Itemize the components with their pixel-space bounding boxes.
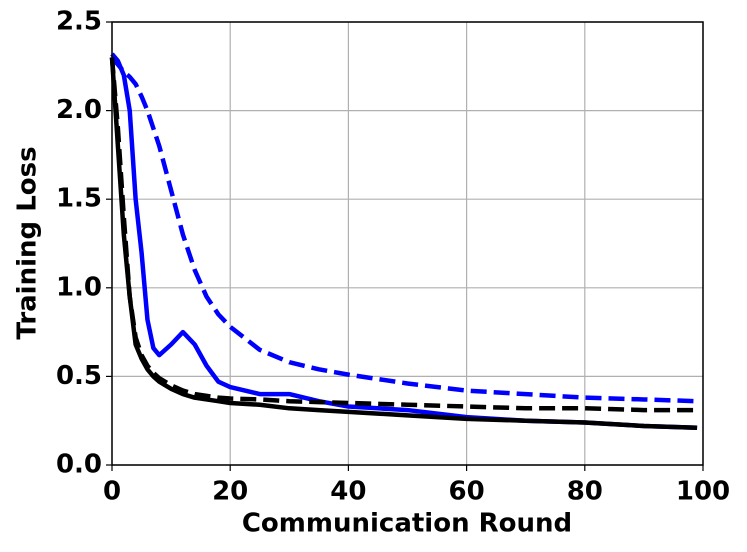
- y-tick-label: 1.5: [56, 184, 102, 214]
- y-tick-label: 0.5: [56, 361, 102, 391]
- x-tick-label: 40: [330, 477, 366, 507]
- x-axis-label: Communication Round: [242, 509, 572, 539]
- x-tick-label: 0: [103, 477, 121, 507]
- line: [110, 55, 698, 404]
- y-tick-label: 1.0: [56, 272, 102, 302]
- y-tick-label: 2.0: [56, 95, 102, 125]
- x-tick-label: 60: [449, 477, 485, 507]
- line: [110, 52, 698, 431]
- x-tick-label: 100: [676, 477, 730, 507]
- plot-frame: [111, 21, 704, 466]
- y-axis-label: Training Loss: [13, 146, 43, 339]
- x-tick-label: 80: [567, 477, 603, 507]
- x-tick-label: 20: [212, 477, 248, 507]
- y-tick-label: 0.0: [56, 450, 102, 480]
- y-tick-label: 2.5: [56, 7, 102, 37]
- line: [109, 57, 698, 431]
